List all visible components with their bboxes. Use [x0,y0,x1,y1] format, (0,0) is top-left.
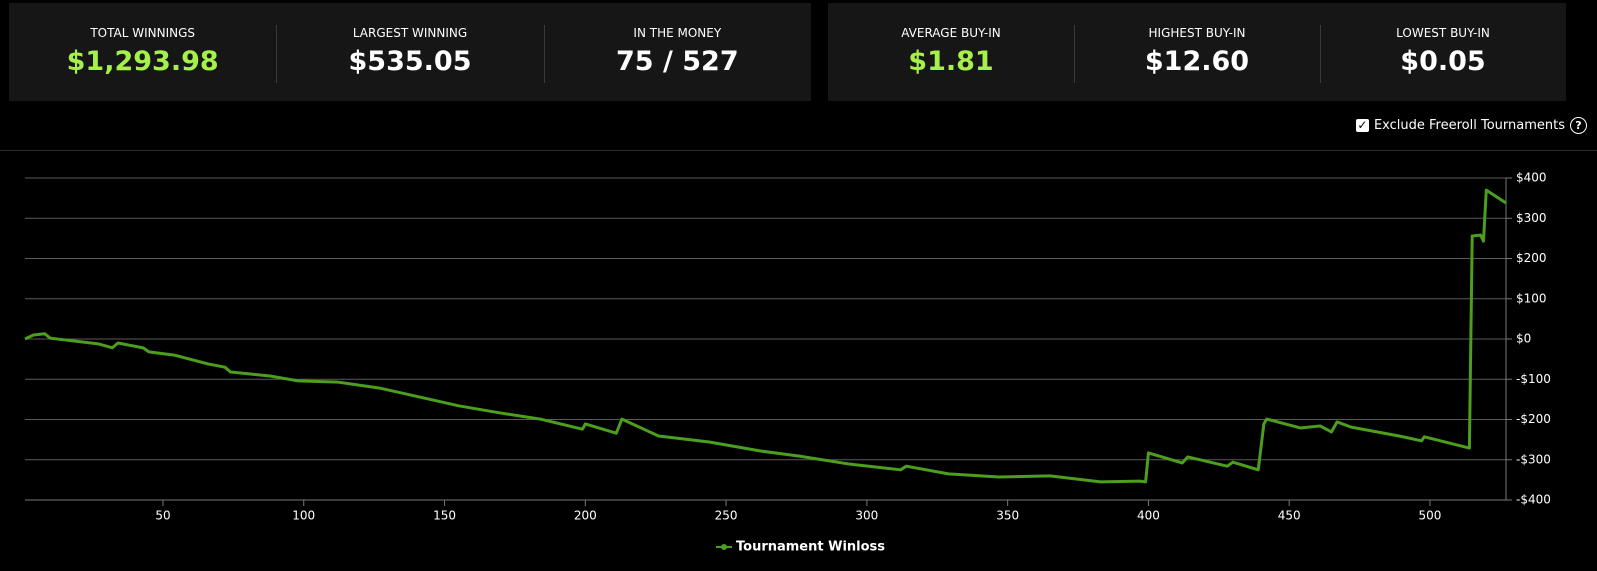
y-tick-label: $0 [1516,332,1531,346]
x-tick-label: 500 [1419,509,1442,523]
y-tick-label: $300 [1516,211,1547,225]
stat-label: AVERAGE BUY-IN [901,26,1001,40]
stat-panel: AVERAGE BUY-IN $1.81 HIGHEST BUY-IN $12.60 L… [828,3,1566,101]
stat-value: 75 / 527 [616,46,739,77]
x-tick-label: 450 [1278,509,1301,523]
stat-label: LARGEST WINNING [352,26,468,40]
checkbox[interactable]: ✓ [1355,118,1369,132]
stat: LARGEST WINNING $535.05 [276,3,543,101]
separator [0,150,1597,151]
stat-label: IN THE MONEY [633,26,722,40]
stat: LOWEST BUY-IN $0.05 [1320,3,1566,101]
stat: HIGHEST BUY-IN $12.60 [1074,3,1320,101]
y-tick-label: -$400 [1516,493,1551,507]
series-line [24,188,1507,484]
stat-label: LOWEST BUY-IN [1396,26,1490,40]
x-tick-label: 50 [155,509,170,523]
y-tick-label: $200 [1516,251,1547,265]
stat-label: HIGHEST BUY-IN [1148,26,1246,40]
stat-value: $1,293.98 [66,46,219,77]
freeroll-filter[interactable]: ✓ Exclude Freeroll Tournaments ? [1355,117,1587,134]
help-icon[interactable]: ? [1570,117,1587,134]
filter-label: Exclude Freeroll Tournaments [1373,118,1565,133]
y-tick-label: -$100 [1516,372,1551,386]
x-tick-label: 350 [996,509,1019,523]
x-tick-label: 100 [292,509,315,523]
stat-value: $1.81 [908,46,994,77]
x-tick-label: 200 [574,509,597,523]
x-tick-label: 400 [1137,509,1160,523]
stat: AVERAGE BUY-IN $1.81 [828,3,1074,101]
x-tick-label: 250 [715,509,738,523]
y-tick-label: $100 [1516,291,1547,305]
stat-value: $12.60 [1144,46,1250,77]
x-tick-label: 150 [433,509,456,523]
legend-marker [721,544,727,550]
stat: IN THE MONEY 75 / 527 [543,3,811,101]
x-tick-label: 300 [855,509,878,523]
y-tick-label: -$300 [1516,452,1551,466]
stat-value: $535.05 [348,46,472,77]
legend-label: Tournament Winloss [736,540,885,555]
stat: TOTAL WINNINGS $1,293.98 [9,3,276,101]
stat-value: $0.05 [1400,46,1486,77]
y-tick-label: $400 [1516,171,1547,185]
stat-label: TOTAL WINNINGS [90,26,195,40]
y-tick-label: -$200 [1516,412,1551,426]
stat-panel: TOTAL WINNINGS $1,293.98 LARGEST WINNING $5… [9,3,811,101]
